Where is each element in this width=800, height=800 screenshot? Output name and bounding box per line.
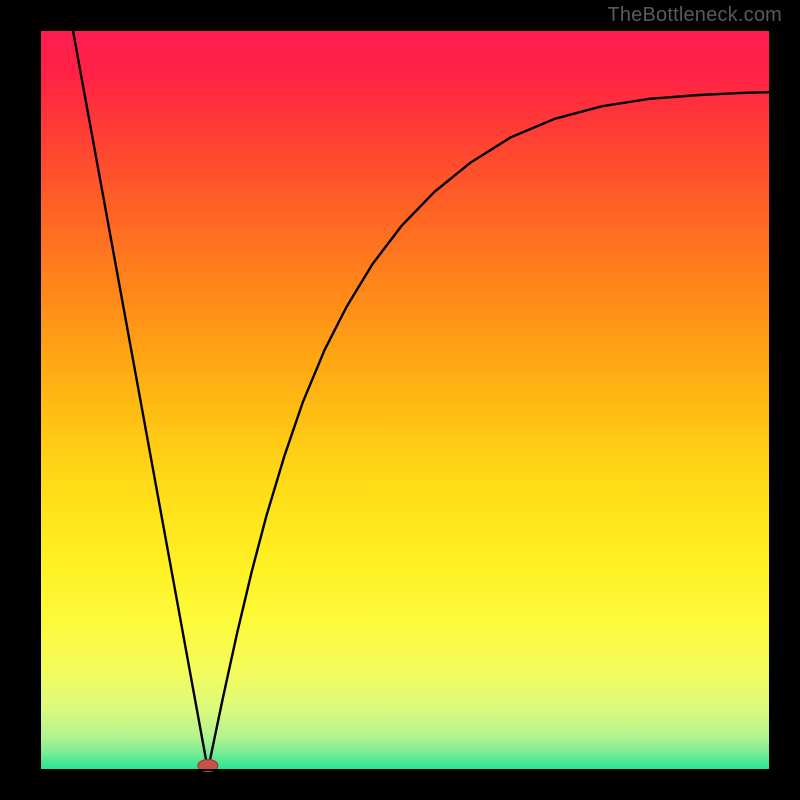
- watermark-text: TheBottleneck.com: [607, 4, 782, 27]
- chart-stage: TheBottleneck.com: [0, 0, 800, 800]
- bottleneck-chart: [0, 0, 800, 800]
- gradient-background: [40, 30, 770, 770]
